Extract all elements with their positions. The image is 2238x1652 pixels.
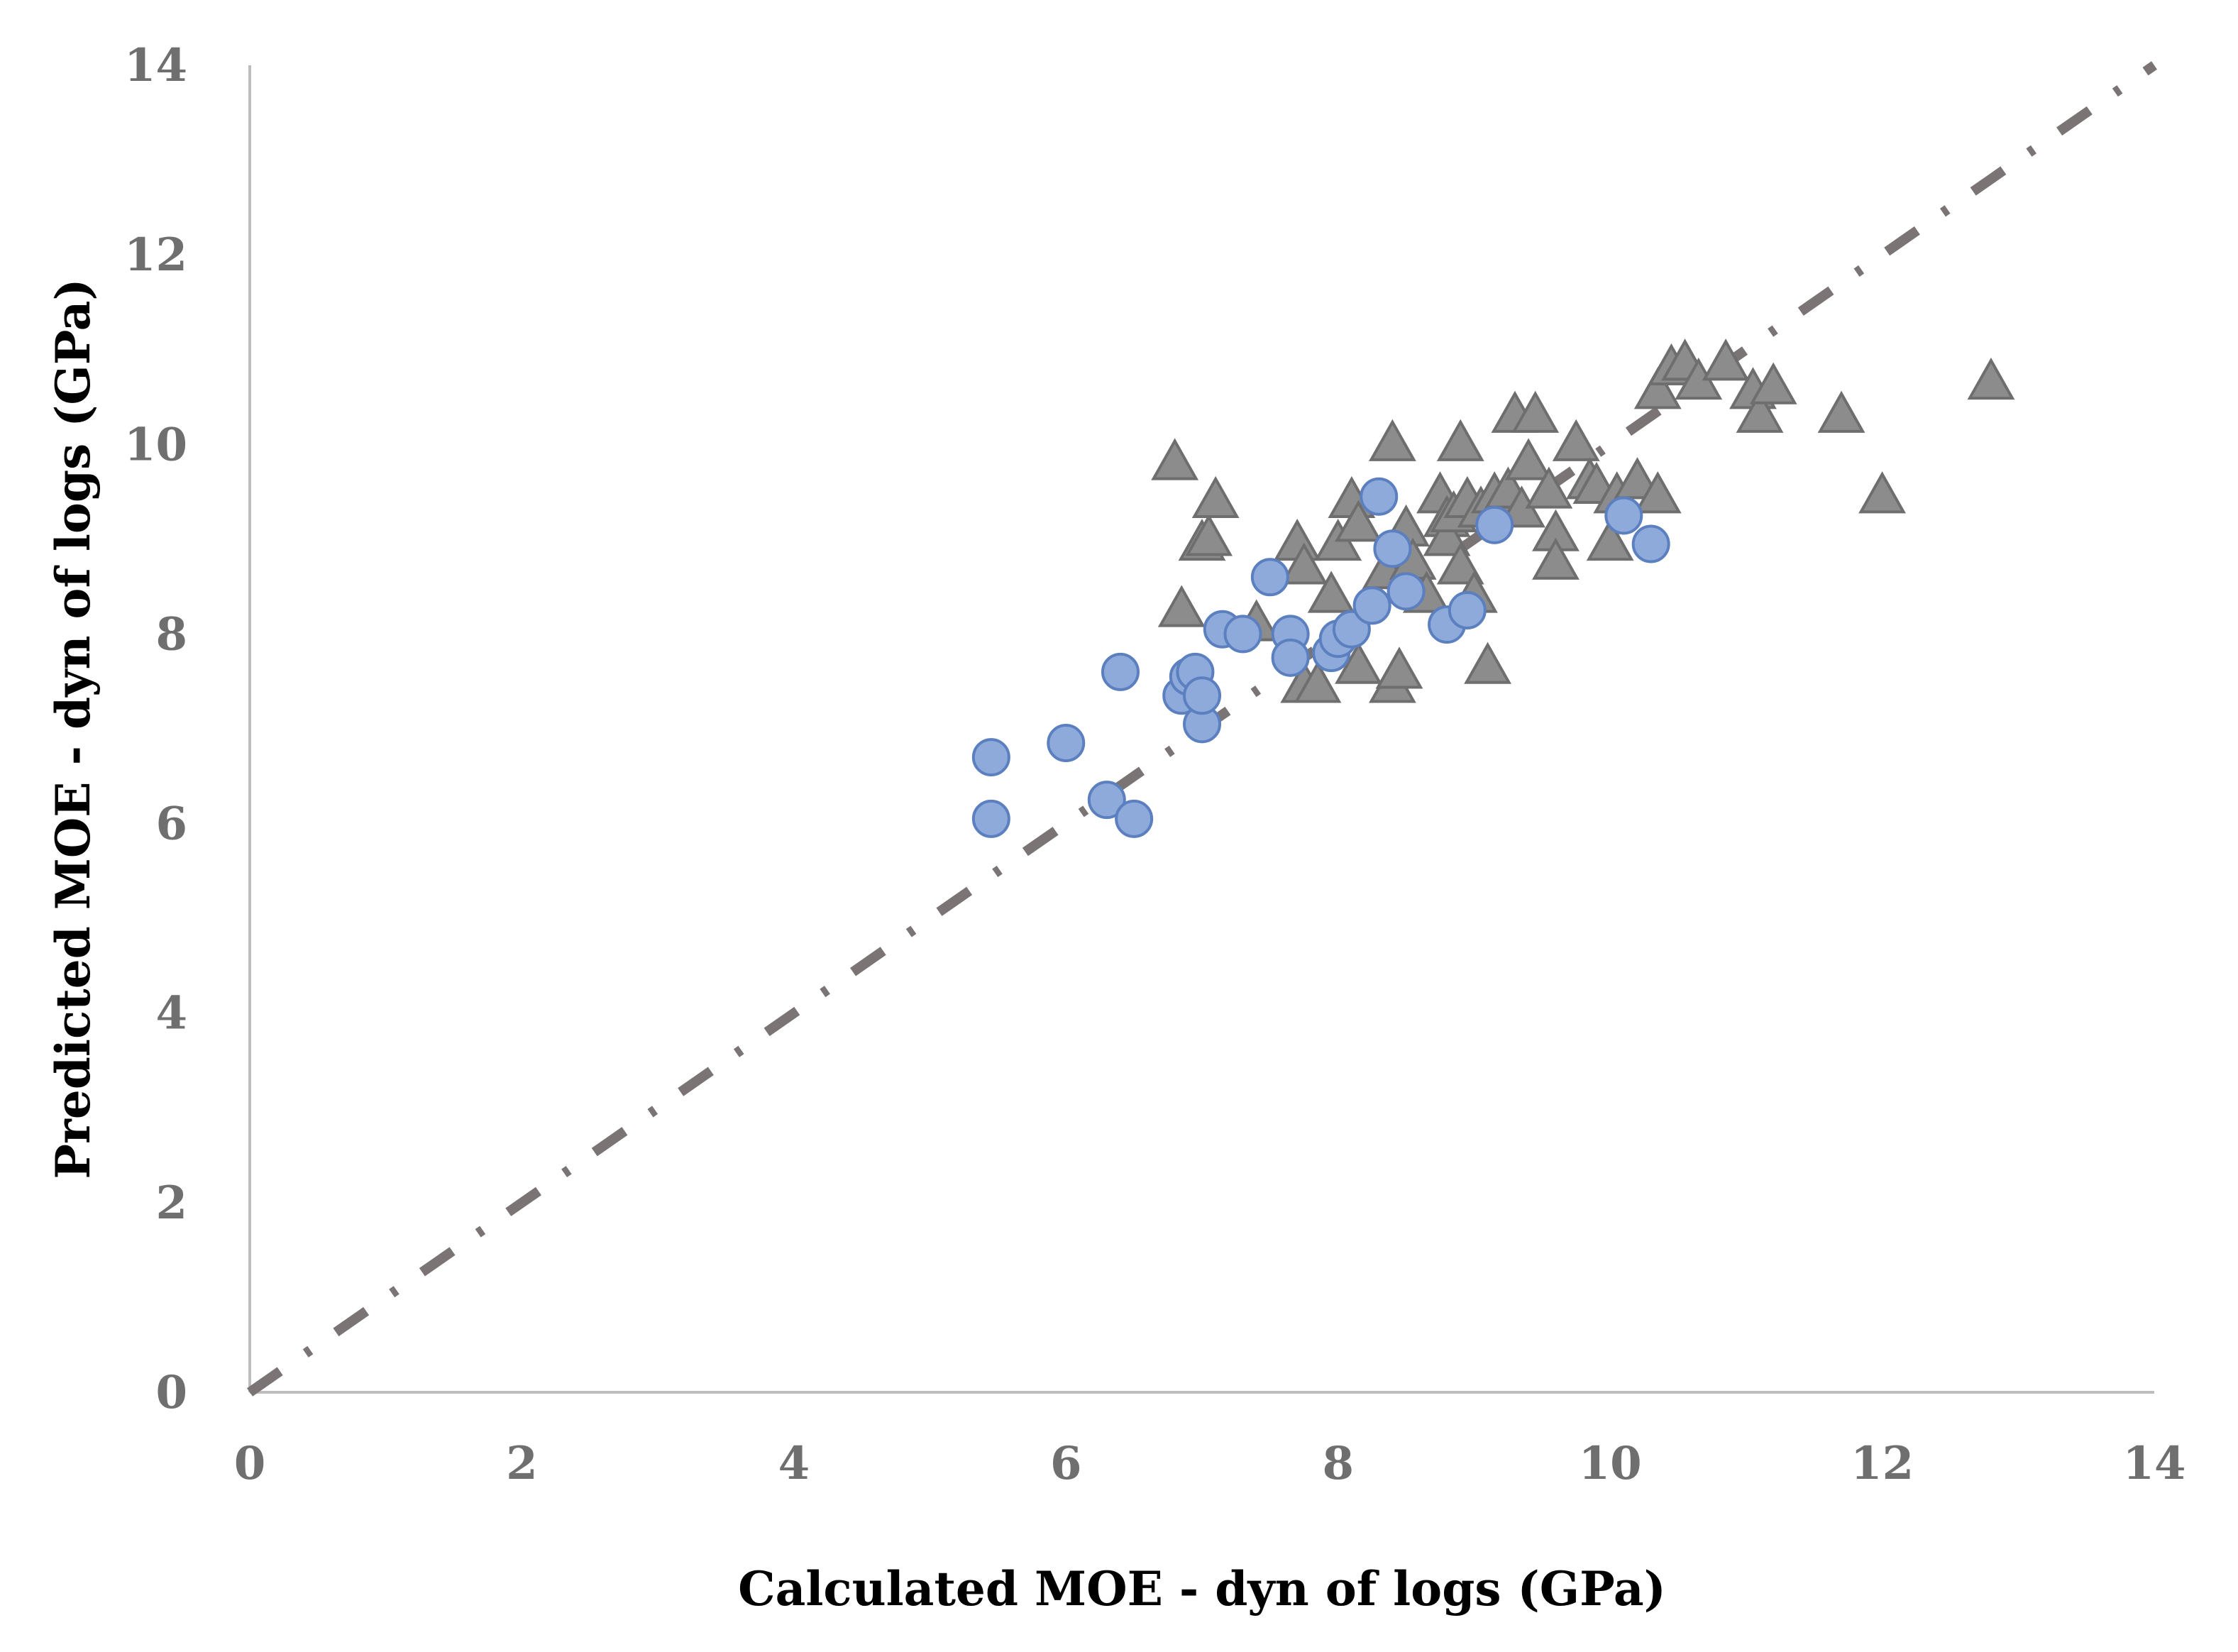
circle-point — [1387, 572, 1426, 611]
triangle-point — [1423, 514, 1471, 556]
triangle-point — [1967, 357, 2015, 400]
y-tick-label: 4 — [155, 987, 187, 1040]
triangle-point — [1185, 514, 1233, 556]
triangle-point — [1504, 438, 1553, 480]
circle-point — [1250, 558, 1289, 597]
triangle-point — [1368, 419, 1416, 461]
triangle-point — [1552, 419, 1600, 461]
triangle-point — [1525, 466, 1573, 509]
x-tick-label: 6 — [1050, 1437, 1082, 1490]
triangle-point — [1464, 641, 1512, 684]
triangle-point — [1191, 475, 1240, 519]
circle-point — [1115, 799, 1154, 838]
triangle-point — [1294, 661, 1342, 703]
x-tick-label: 8 — [1322, 1437, 1354, 1490]
triangle-point — [1157, 585, 1206, 627]
triangle-point — [1858, 471, 1906, 514]
triangle-series — [1151, 338, 2015, 703]
y-tick-label: 2 — [155, 1177, 187, 1230]
circle-point — [1223, 615, 1262, 654]
x-tick-label: 0 — [234, 1437, 266, 1490]
x-tick-label: 12 — [1851, 1437, 1914, 1490]
circle-point — [1271, 638, 1310, 677]
triangle-point — [1335, 500, 1382, 542]
triangle-point — [1702, 338, 1750, 381]
triangle-point — [1532, 537, 1580, 580]
circle-point — [1373, 529, 1412, 568]
circle-point — [1475, 505, 1514, 544]
y-tick-label: 12 — [124, 228, 187, 282]
y-tick-labels: 0 2 4 6 8 10 12 14 — [124, 39, 187, 1419]
circle-point — [1360, 477, 1399, 516]
triangle-point — [1280, 542, 1328, 585]
y-axis-title: Predicted MOE - dyn of logs (GPa) — [45, 278, 101, 1179]
triangle-point — [1335, 641, 1382, 684]
triangle-point — [1307, 571, 1355, 613]
circle-point — [1087, 781, 1126, 820]
y-tick-label: 14 — [124, 39, 187, 92]
x-axis-title: Calculated MOE - dyn of logs (GPa) — [738, 1561, 1666, 1617]
triangle-point — [1273, 518, 1321, 561]
circle-point — [1631, 524, 1670, 563]
circle-point — [1448, 591, 1487, 630]
x-tick-label: 2 — [506, 1437, 538, 1490]
x-tick-label: 4 — [778, 1437, 810, 1490]
y-tick-label: 10 — [124, 418, 187, 471]
triangle-point — [1586, 518, 1634, 561]
circle-point — [1183, 676, 1221, 715]
circle-series — [971, 477, 1670, 838]
triangle-point — [1633, 367, 1682, 409]
triangle-point — [1817, 390, 1865, 433]
circle-point — [1604, 496, 1643, 535]
triangle-point — [1151, 438, 1199, 480]
circle-point — [971, 738, 1010, 777]
circle-point — [1352, 586, 1391, 625]
circle-point — [1047, 724, 1086, 763]
y-tick-label: 6 — [155, 798, 187, 851]
triangle-point — [1633, 471, 1682, 514]
circle-point — [971, 799, 1010, 838]
x-tick-labels: 0 2 4 6 8 10 12 14 — [234, 1437, 2186, 1490]
y-tick-label: 0 — [155, 1366, 187, 1419]
triangle-point — [1749, 362, 1797, 404]
triangle-point — [1436, 542, 1484, 585]
circle-point — [1101, 652, 1140, 691]
triangle-point — [1375, 646, 1423, 689]
triangle-point — [1736, 390, 1784, 433]
triangle-point — [1511, 390, 1560, 433]
x-tick-label: 14 — [2122, 1437, 2185, 1490]
triangle-point — [1614, 457, 1661, 500]
triangle-point — [1436, 419, 1484, 461]
x-tick-label: 10 — [1579, 1437, 1642, 1490]
y-tick-label: 8 — [155, 607, 187, 661]
plot-area — [246, 61, 2158, 1397]
